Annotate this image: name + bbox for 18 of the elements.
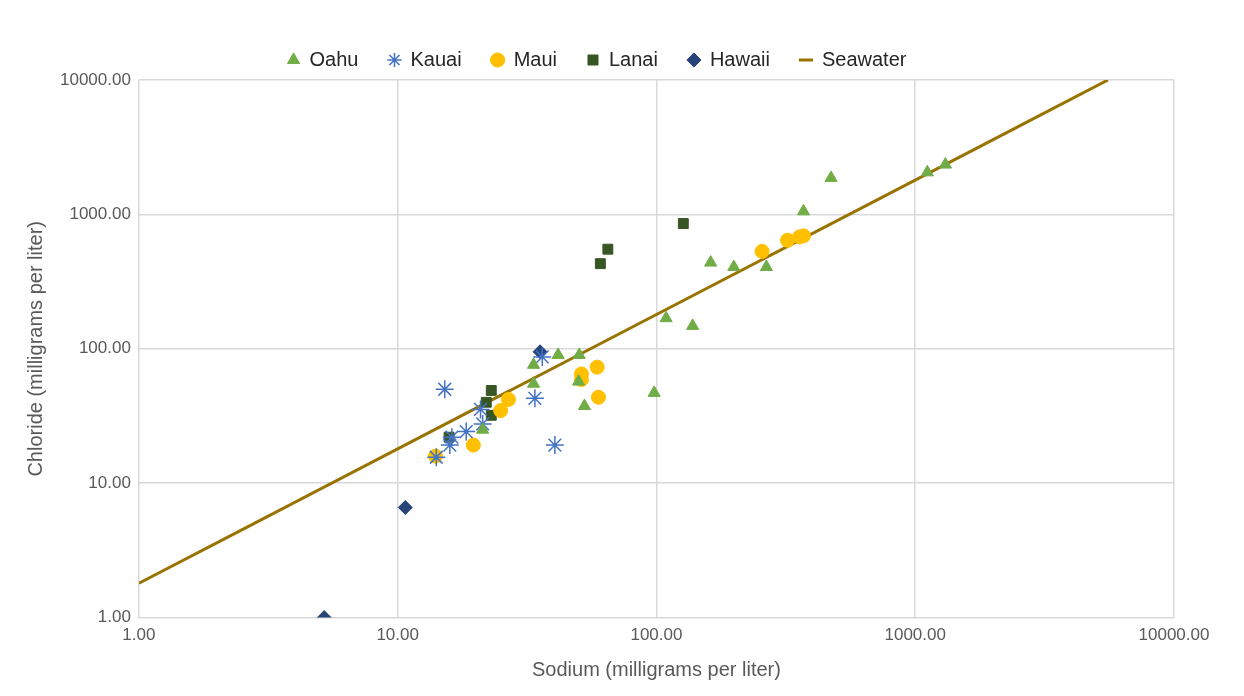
x-axis-title: Sodium (milligrams per liter) xyxy=(531,657,781,680)
y-tick-label: 1.00 xyxy=(97,607,131,627)
x-tick-label: 1000.00 xyxy=(884,625,946,645)
x-tick-label: 10000.00 xyxy=(1138,625,1210,645)
x-tick-label: 100.00 xyxy=(630,625,683,645)
x-tick-label: 1.00 xyxy=(122,625,156,645)
legend-label: Hawaii xyxy=(709,47,770,70)
legend-label: Oahu xyxy=(309,47,359,70)
legend-label: Kauai xyxy=(410,47,462,70)
y-tick-label: 10000.00 xyxy=(60,69,131,89)
legend-label: Seawater xyxy=(821,47,907,70)
legend-label: Lanai xyxy=(608,47,658,70)
legend-label: Maui xyxy=(513,47,557,70)
y-tick-label: 10.00 xyxy=(88,472,131,492)
y-tick-label: 1000.00 xyxy=(69,204,131,224)
y-tick-label: 100.00 xyxy=(78,338,131,358)
y-axis-title: Chloride (milligrams per liter) xyxy=(23,221,46,477)
x-tick-label: 10.00 xyxy=(376,625,419,645)
